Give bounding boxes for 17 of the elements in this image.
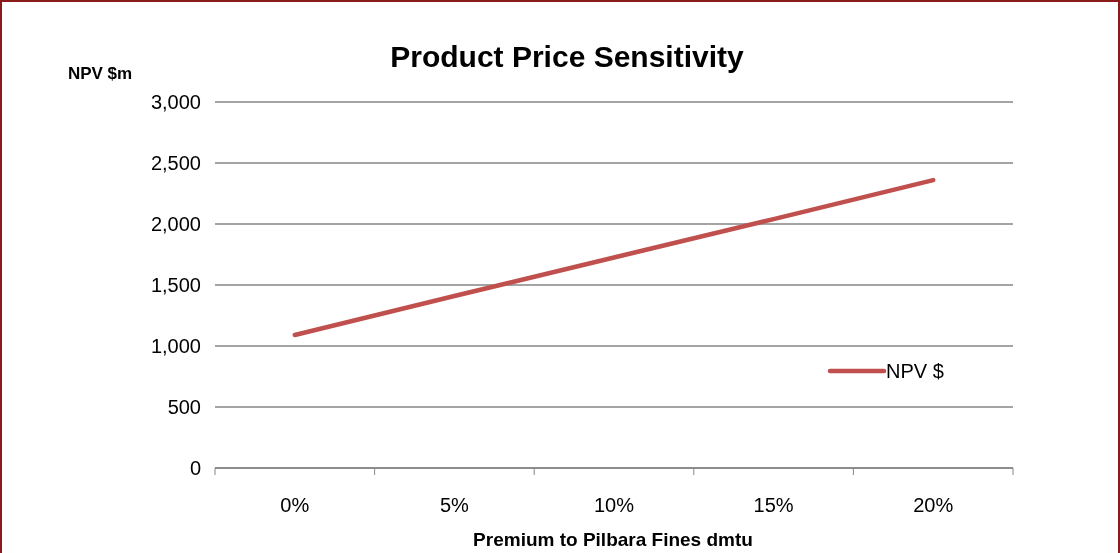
x-tick-label: 10% [593, 494, 635, 516]
x-tick-label: 0% [280, 494, 310, 516]
y-tick-label: 500 [167, 396, 201, 418]
x-tick-label: 20% [913, 494, 954, 516]
y-axis-title: NPV $m [67, 64, 133, 83]
y-tick-label: 2,500 [150, 152, 201, 174]
x-axis-title: Premium to Pilbara Fines dmtu [473, 529, 753, 550]
x-tick-label: 15% [753, 494, 794, 516]
y-tick-label: 1,000 [150, 335, 201, 357]
legend-label: NPV $ [886, 360, 944, 382]
y-tick-label: 0 [189, 457, 201, 479]
y-tick-label: 2,000 [150, 213, 201, 235]
line-series [292, 177, 936, 338]
chart-title: Product Price Sensitivity [390, 40, 745, 73]
y-tick-label: 1,500 [150, 274, 201, 296]
x-tick-label: 5% [439, 494, 470, 516]
y-tick-label: 3,000 [150, 91, 201, 113]
